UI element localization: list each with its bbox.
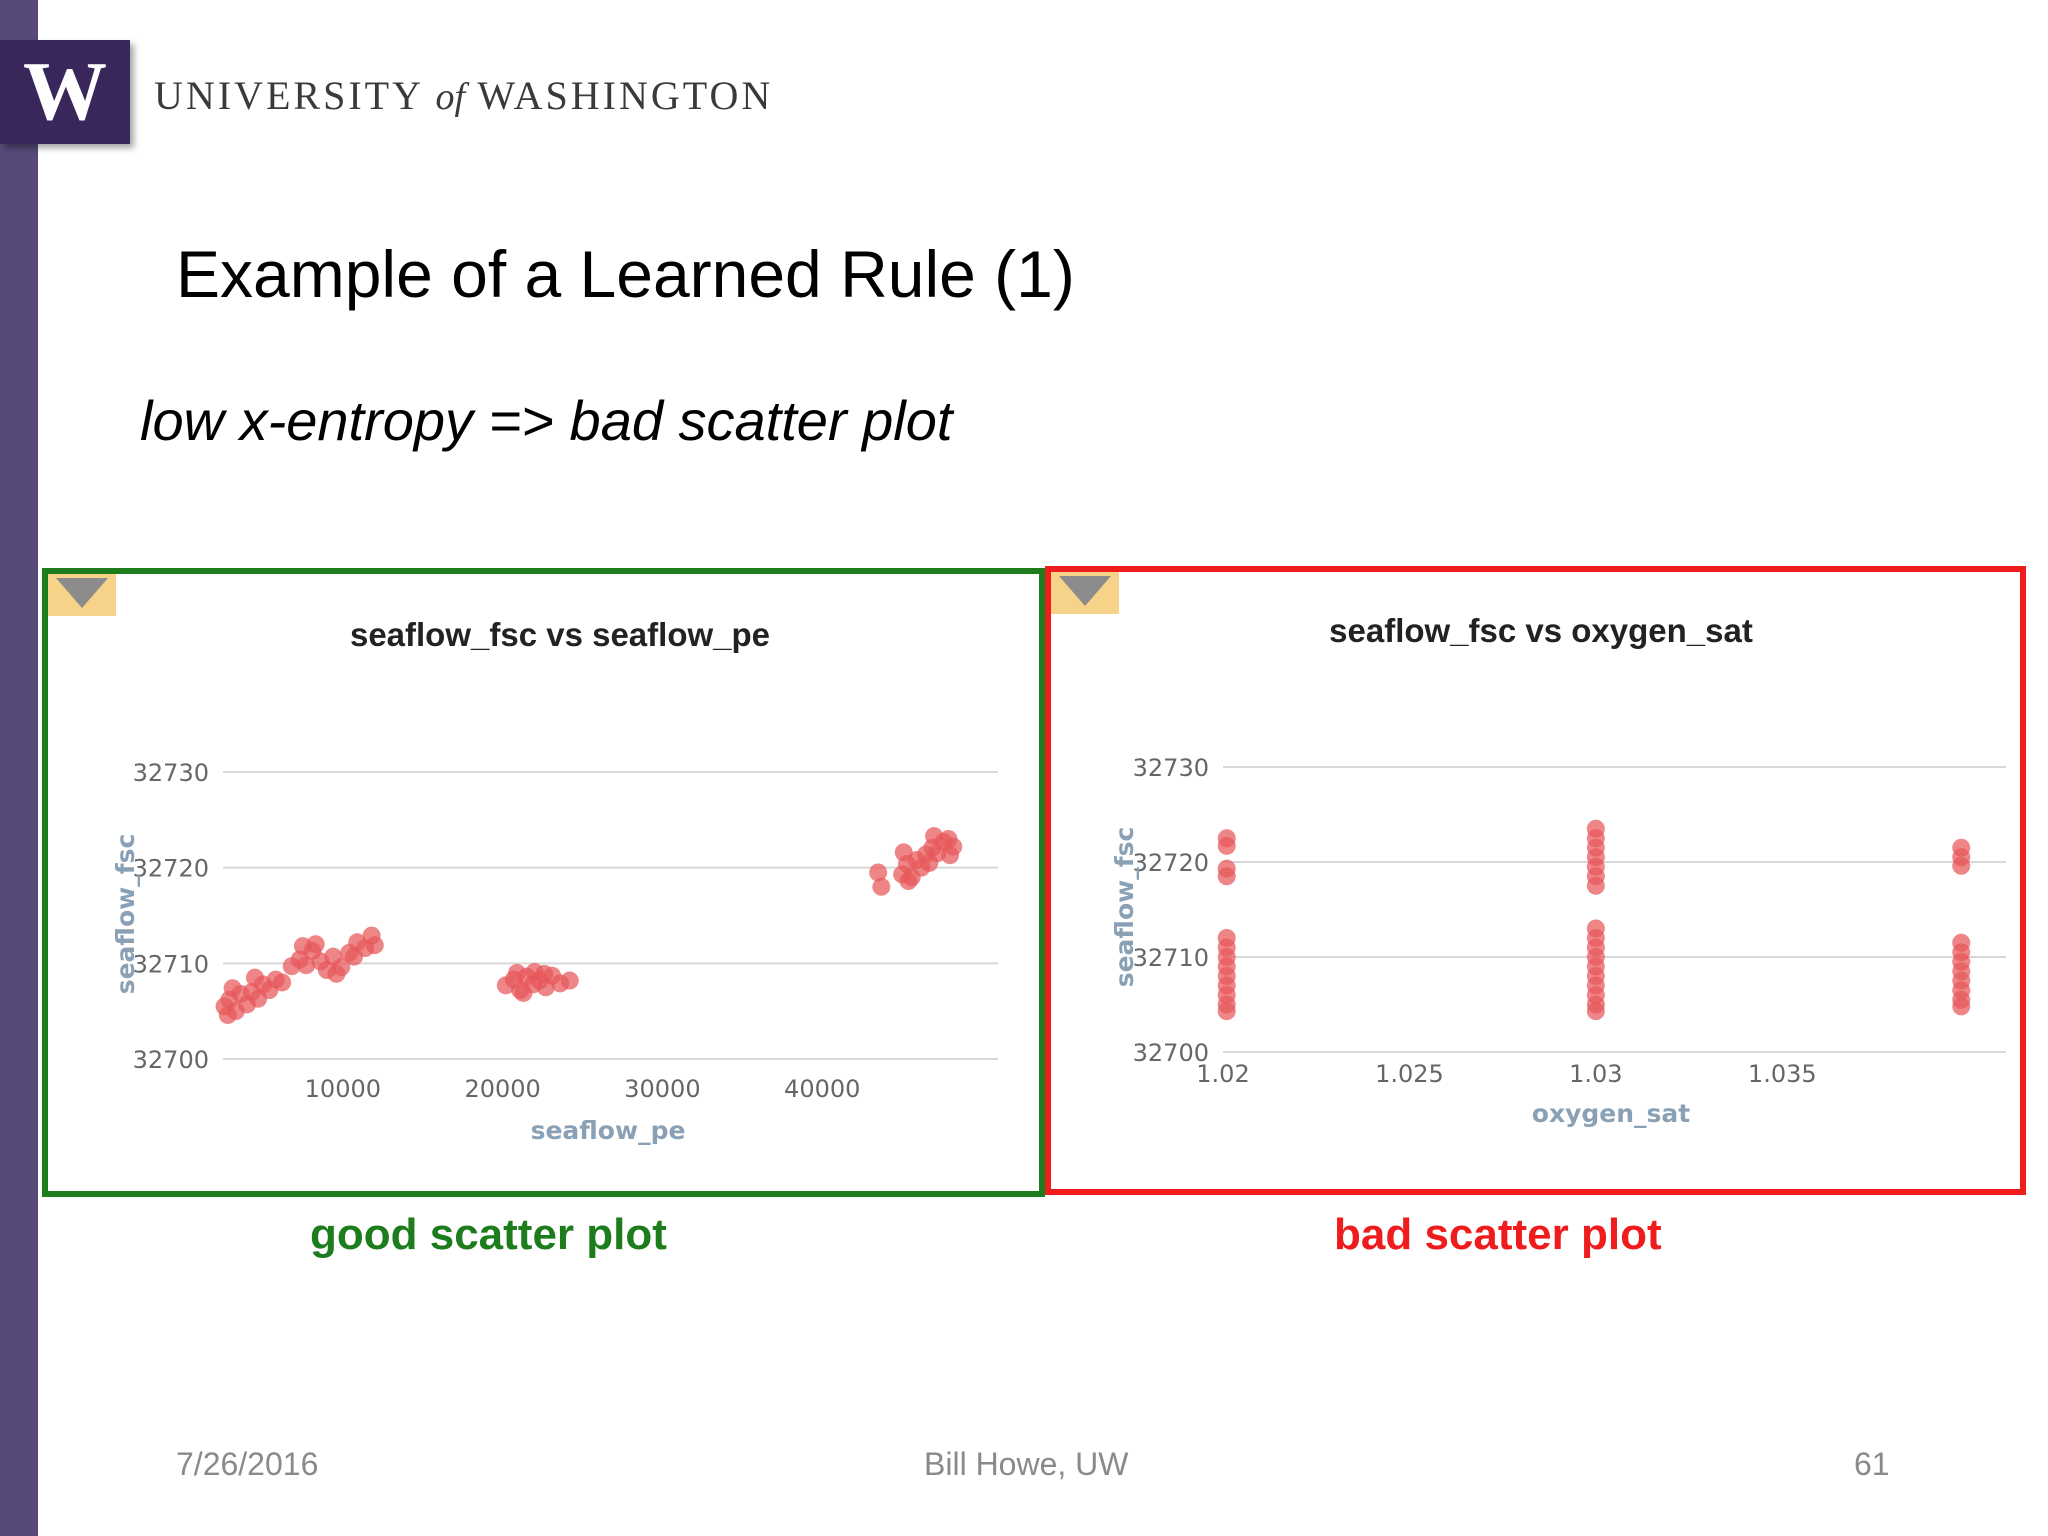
chart-title: seaflow_fsc vs oxygen_sat: [1329, 612, 1753, 649]
data-point: [218, 1005, 237, 1024]
data-point: [1217, 836, 1236, 855]
university-suffix: WASHINGTON: [477, 73, 774, 118]
y-tick-label: 32730: [133, 759, 209, 787]
data-point: [920, 853, 939, 872]
data-point: [345, 947, 364, 966]
y-tick-label: 32700: [1133, 1039, 1209, 1067]
good-scatter-panel: seaflow_fsc vs seaflow_pe 32700 32710 32720…: [42, 568, 1045, 1197]
y-tick-label: 32720: [133, 855, 209, 883]
university-prefix: UNIVERSITY: [154, 73, 423, 118]
university-name: UNIVERSITY of WASHINGTON: [154, 72, 773, 119]
footer-date: 7/26/2016: [176, 1446, 319, 1482]
uw-w-logo-icon: W: [0, 40, 130, 144]
logo-letter: W: [23, 45, 107, 138]
data-point: [1217, 1002, 1236, 1021]
y-tick-label: 32720: [1133, 849, 1209, 877]
slide-title: Example of a Learned Rule (1): [176, 237, 1075, 311]
data-point: [508, 963, 527, 982]
chart-title: seaflow_fsc vs seaflow_pe: [350, 616, 770, 653]
data-point: [869, 863, 888, 882]
data-point: [560, 971, 579, 990]
x-tick-label: 1.035: [1748, 1060, 1817, 1088]
data-point: [1952, 856, 1971, 875]
dropdown-triangle-icon: [48, 574, 116, 616]
bad-plot-caption: bad scatter plot: [1334, 1210, 1662, 1259]
rule-text: low x-entropy => bad scatter plot: [140, 389, 953, 452]
data-point: [1586, 876, 1605, 895]
bad-scatter-panel: seaflow_fsc vs oxygen_sat 32700 32710 32720…: [1045, 566, 2026, 1195]
data-point: [306, 935, 325, 954]
y-axis-label: seaflow_fsc: [111, 834, 140, 995]
data-point: [925, 827, 944, 846]
dropdown-triangle-icon: [1051, 572, 1119, 614]
x-tick-label: 30000: [624, 1075, 700, 1103]
data-point: [365, 936, 384, 955]
dropdown-triangle-shape: [56, 578, 108, 608]
data-point: [1586, 1002, 1605, 1021]
sidebar-stripe: [0, 0, 38, 1536]
data-point: [245, 968, 264, 987]
good-plot-caption: good scatter plot: [310, 1210, 667, 1259]
y-tick-label: 32710: [133, 950, 209, 978]
data-point: [899, 872, 918, 891]
data-point: [1952, 997, 1971, 1016]
data-point: [941, 846, 960, 865]
good-scatter-chart: seaflow_fsc vs seaflow_pe 32700 32710 32720…: [48, 574, 998, 1145]
data-point: [223, 979, 242, 998]
dropdown-triangle-shape: [1059, 576, 1111, 606]
x-tick-label: 40000: [784, 1075, 860, 1103]
y-tick-label: 32730: [1133, 754, 1209, 782]
x-tick-label: 20000: [464, 1075, 540, 1103]
bad-scatter-chart: seaflow_fsc vs oxygen_sat 32700 32710 32720…: [1051, 572, 2006, 1128]
university-of: of: [435, 76, 466, 118]
x-axis-label: oxygen_sat: [1532, 1099, 1690, 1128]
x-axis-label: seaflow_pe: [531, 1116, 686, 1145]
data-point: [514, 983, 533, 1002]
footer-page-number: 61: [1854, 1446, 1890, 1482]
data-point: [872, 877, 891, 896]
y-tick-label: 32700: [133, 1046, 209, 1074]
data-point: [1217, 867, 1236, 886]
x-tick-label: 10000: [305, 1075, 381, 1103]
data-point: [535, 964, 554, 983]
y-axis-label: seaflow_fsc: [1110, 827, 1139, 988]
data-point: [273, 973, 292, 992]
data-point: [327, 964, 346, 983]
x-tick-label: 1.02: [1196, 1060, 1249, 1088]
data-point: [297, 956, 316, 975]
x-tick-label: 1.03: [1569, 1060, 1622, 1088]
footer-author: Bill Howe, UW: [924, 1446, 1129, 1482]
y-tick-label: 32710: [1133, 944, 1209, 972]
data-point: [894, 843, 913, 862]
x-tick-label: 1.025: [1375, 1060, 1444, 1088]
